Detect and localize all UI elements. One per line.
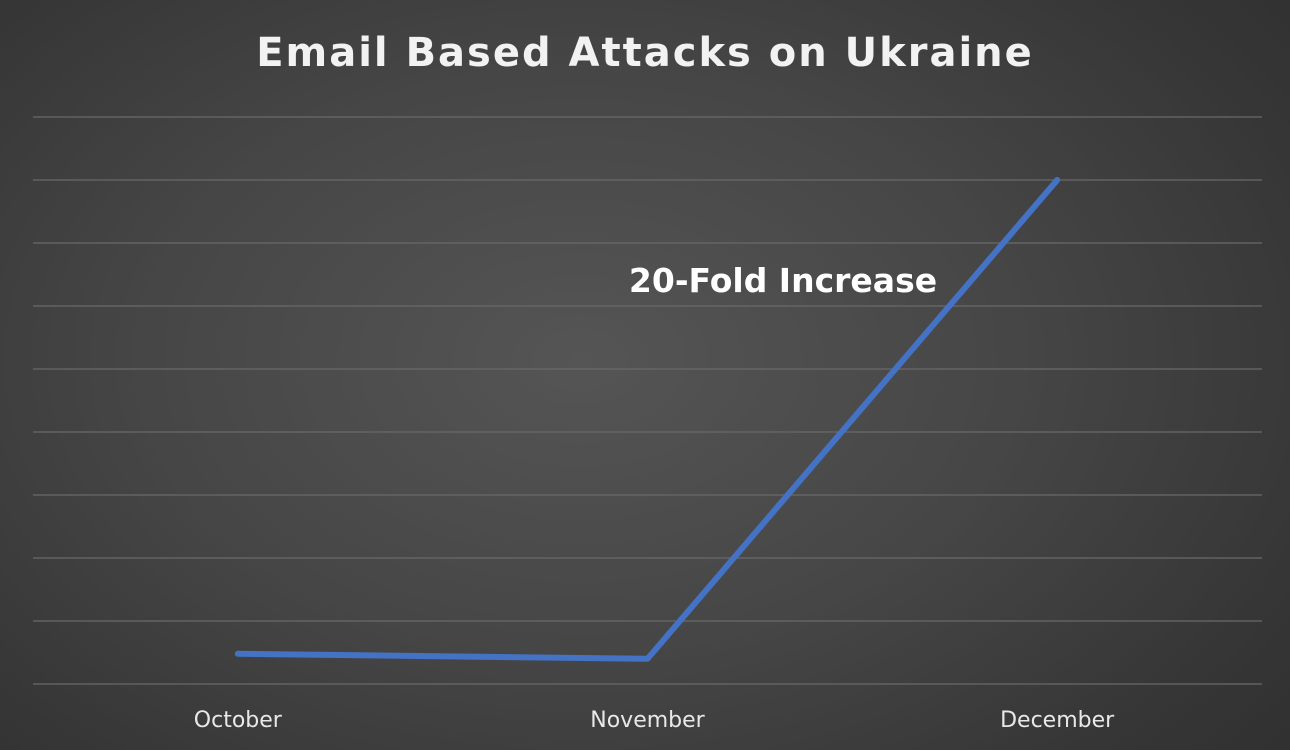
x-tick-label: November	[590, 708, 705, 733]
x-axis-tick-labels: October November December	[194, 708, 1115, 733]
series-line	[234, 177, 1061, 662]
x-tick-label: December	[1000, 708, 1115, 733]
gridlines	[33, 116, 1262, 685]
chart-title: Email Based Attacks on Ukraine	[256, 30, 1034, 76]
series-layer	[234, 177, 1061, 662]
x-tick-label: October	[194, 708, 283, 733]
chart-annotation: 20-Fold Increase	[629, 261, 937, 300]
